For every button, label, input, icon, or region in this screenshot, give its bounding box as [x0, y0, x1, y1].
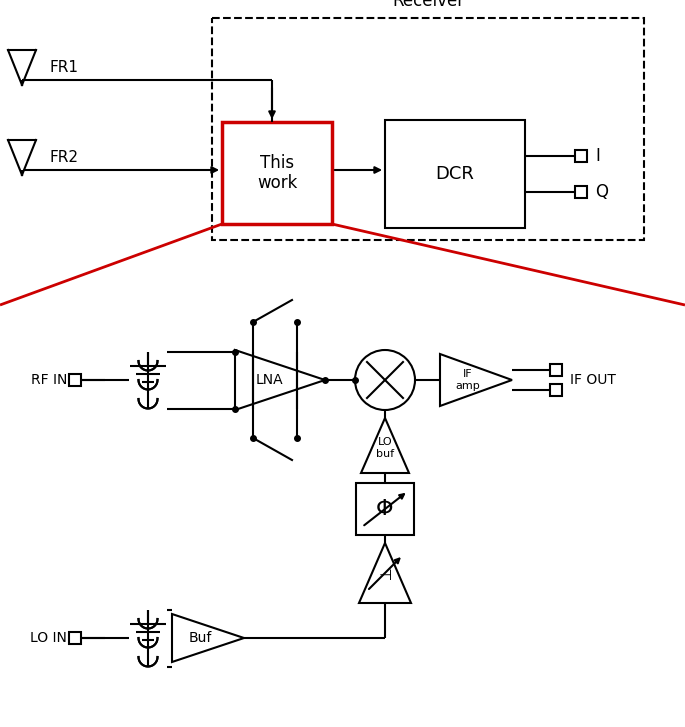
Text: ⊣: ⊣ — [378, 569, 392, 584]
Polygon shape — [440, 354, 512, 406]
Text: LO
buf: LO buf — [376, 438, 394, 459]
Text: DCR: DCR — [436, 165, 475, 183]
Text: This
work: This work — [257, 153, 297, 193]
Text: LNA: LNA — [256, 373, 283, 387]
Text: Q: Q — [595, 183, 608, 201]
Text: FR1: FR1 — [50, 60, 79, 75]
Text: Buf: Buf — [189, 631, 212, 645]
Bar — [575, 186, 587, 198]
Bar — [575, 150, 587, 161]
Text: I: I — [595, 147, 600, 164]
Text: Receiver: Receiver — [392, 0, 464, 10]
Bar — [222, 122, 332, 224]
Text: IF OUT: IF OUT — [570, 373, 616, 387]
Bar — [550, 364, 562, 376]
Bar — [69, 632, 81, 644]
Circle shape — [355, 350, 415, 410]
Text: LO IN: LO IN — [30, 631, 67, 645]
Bar — [356, 483, 414, 535]
Polygon shape — [359, 543, 411, 603]
Bar — [69, 374, 81, 386]
Text: RF IN: RF IN — [31, 373, 67, 387]
Text: Φ: Φ — [376, 499, 394, 519]
Polygon shape — [361, 418, 409, 473]
Polygon shape — [235, 350, 325, 410]
Bar — [550, 384, 562, 396]
Text: IF
amp: IF amp — [455, 369, 480, 391]
Bar — [385, 120, 525, 228]
Polygon shape — [172, 614, 244, 662]
Bar — [212, 18, 644, 240]
Text: FR2: FR2 — [50, 150, 79, 165]
